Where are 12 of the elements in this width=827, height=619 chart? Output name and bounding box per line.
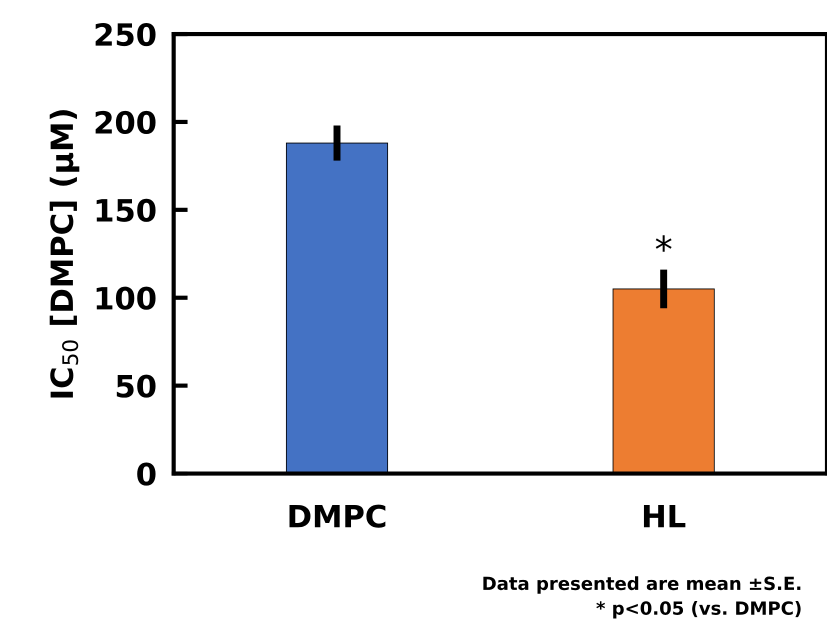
y-tick-label: 150 (96, 198, 156, 222)
x-tick-label: HL (644, 505, 686, 528)
y-tick-label: 250 (96, 22, 156, 46)
y-tick-label: 100 (96, 286, 156, 310)
y-tick-label: 0 (137, 462, 156, 486)
annotation: * (656, 235, 672, 252)
y-axis-title: IC$_{50}$ [DMPC] (μM) (50, 110, 80, 398)
y-tick-label: 200 (96, 110, 156, 134)
x-tick-label: DMPC (290, 504, 386, 528)
text: * p<0.05 (vs. DMPC) (596, 601, 801, 618)
y-tick-label: 50 (116, 374, 156, 398)
text: Data presented are mean ±S.E. (483, 576, 800, 594)
